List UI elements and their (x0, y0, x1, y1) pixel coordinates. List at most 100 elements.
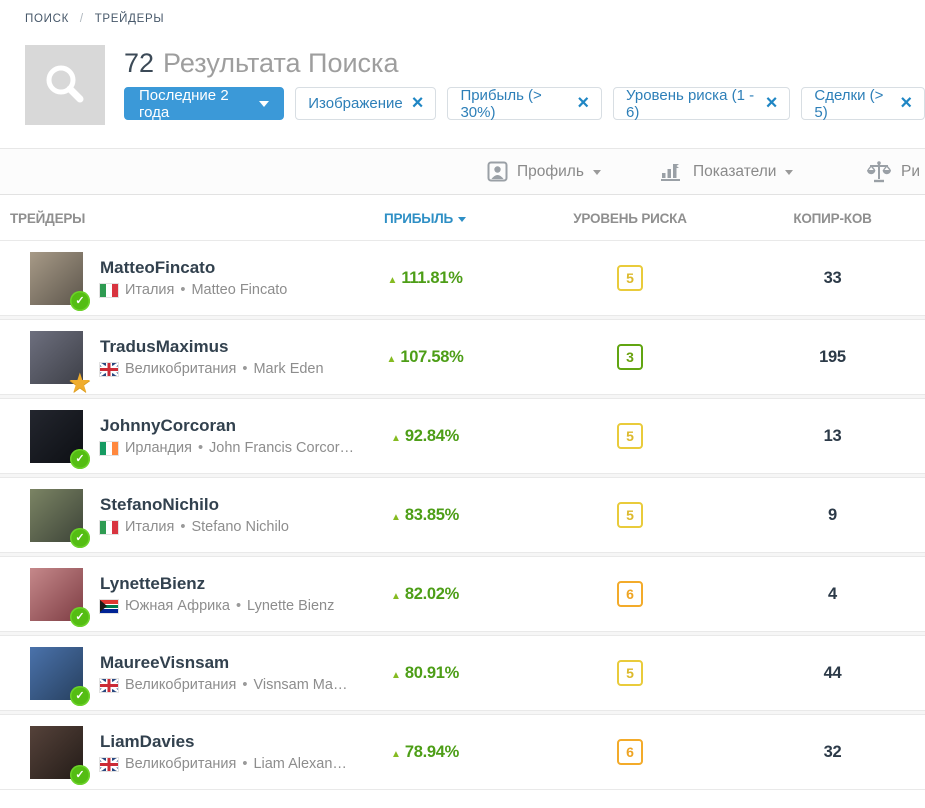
trader-subline: Великобритания • Visnsam Ma… (100, 677, 347, 693)
risk-cell: 5 (520, 502, 740, 528)
trader-avatar[interactable]: ✓ (30, 251, 90, 311)
trader-fullname: Stefano Nichilo (191, 519, 289, 535)
trader-country: Ирландия (125, 440, 192, 456)
risk-cell: 6 (520, 739, 740, 765)
dot-separator: • (180, 282, 186, 298)
trader-username[interactable]: MatteoFincato (100, 258, 216, 277)
chevron-down-icon (592, 170, 601, 175)
filter-chip-trades[interactable]: Сделки (> 5) × (801, 86, 925, 121)
profit-up-icon: ▲ (390, 590, 401, 602)
copiers-count: 13 (823, 426, 842, 445)
risk-cell: 6 (520, 581, 740, 607)
risk-cell: 5 (520, 660, 740, 686)
trader-username[interactable]: LiamDavies (100, 732, 195, 751)
trader-row[interactable]: ✓ StefanoNichilo Италия • Stefano Nichil… (0, 477, 925, 553)
tab-risk[interactable]: Ри (866, 149, 920, 194)
close-icon[interactable]: × (577, 91, 590, 114)
breadcrumb-search[interactable]: ПОИСК (25, 13, 69, 25)
trader-avatar[interactable]: ✓ (30, 646, 90, 706)
profit-up-icon: ▲ (390, 511, 401, 523)
column-header-profit-label: ПРИБЫЛЬ (383, 210, 454, 226)
risk-level-badge: 6 (617, 581, 643, 607)
risk-cell: 3 (520, 344, 740, 370)
filter-chip-risk[interactable]: Уровень риска (1 - 6) × (613, 87, 791, 121)
profit-value: 111.81% (401, 268, 463, 287)
dot-separator: • (180, 519, 186, 535)
trader-cell: ✓ StefanoNichilo Италия • Stefano Nichil… (0, 488, 330, 548)
results-count: 72 (124, 48, 155, 78)
copiers-count: 9 (828, 505, 837, 524)
close-icon[interactable]: × (765, 91, 778, 114)
trader-info: LynetteBienz Южная Африка • Lynette Bien… (100, 574, 334, 614)
search-results-tile (25, 45, 105, 125)
tab-profile[interactable]: Профиль (487, 149, 601, 194)
close-icon[interactable]: × (411, 91, 424, 114)
trader-row[interactable]: ✓ LiamDavies Великобритания • Liam Alexa… (0, 714, 925, 790)
trader-cell: ✓ JohnnyCorcoran Ирландия • John Francis… (0, 409, 354, 469)
trader-username[interactable]: MaureeVisnsam (100, 653, 230, 672)
breadcrumb-traders[interactable]: ТРЕЙДЕРЫ (94, 13, 165, 25)
trader-avatar[interactable]: ✓ (30, 409, 90, 469)
profit-up-icon: ▲ (390, 748, 401, 760)
filter-chip-profit[interactable]: Прибыль (> 30%) × (447, 87, 603, 121)
filter-chip-image[interactable]: Изображение × (295, 87, 437, 120)
breadcrumb-separator: / (79, 13, 84, 25)
profit-up-icon: ▲ (386, 353, 397, 365)
risk-level-badge: 3 (617, 344, 643, 370)
verified-badge-icon: ✓ (70, 764, 90, 785)
trader-avatar[interactable]: ✓ (30, 567, 90, 627)
verified-badge-icon: ✓ (70, 606, 90, 627)
trader-username[interactable]: JohnnyCorcoran (100, 416, 237, 435)
risk-level-badge: 5 (617, 502, 643, 528)
trader-country: Великобритания (125, 756, 237, 772)
trader-avatar[interactable]: ✓ (30, 488, 90, 548)
country-flag-icon (100, 599, 118, 613)
breadcrumb: ПОИСК / ТРЕЙДЕРЫ (25, 13, 164, 25)
tab-stats[interactable]: Показатели (660, 149, 794, 194)
traders-list: ✓ MatteoFincato Италия • Matteo Fincato … (0, 240, 925, 790)
trader-avatar[interactable]: ★ (30, 330, 92, 396)
risk-level-badge: 5 (617, 265, 643, 291)
filter-bar: Последние 2 года Изображение × Прибыль (… (124, 86, 925, 121)
trader-subline: Великобритания • Mark Eden (100, 361, 324, 377)
trader-info: MaureeVisnsam Великобритания • Visnsam M… (100, 653, 347, 693)
column-header-profit[interactable]: ПРИБЫЛЬ (330, 211, 520, 226)
trader-row[interactable]: ✓ LynetteBienz Южная Африка • Lynette Bi… (0, 556, 925, 632)
view-tabbar: Профиль Показатели (0, 148, 925, 195)
trader-country: Южная Африка (125, 598, 230, 614)
country-flag-icon (100, 520, 118, 534)
filter-chip-label: Изображение (308, 95, 403, 112)
country-flag-icon (100, 678, 118, 692)
chevron-down-icon (259, 101, 270, 107)
trader-avatar[interactable]: ✓ (30, 725, 90, 785)
trader-subline: Южная Африка • Lynette Bienz (100, 598, 334, 614)
trader-username[interactable]: StefanoNichilo (100, 495, 220, 514)
profit-up-icon: ▲ (387, 274, 398, 286)
trader-cell: ★ TradusMaximus Великобритания • Mark Ed… (0, 330, 330, 396)
trader-row[interactable]: ✓ JohnnyCorcoran Ирландия • John Francis… (0, 398, 925, 474)
profit-cell: ▲ 92.84% (330, 427, 520, 446)
trader-cell: ✓ MaureeVisnsam Великобритания • Visnsam… (0, 646, 347, 706)
trader-country: Италия (125, 282, 175, 298)
trader-row[interactable]: ✓ MatteoFincato Италия • Matteo Fincato … (0, 240, 925, 316)
trader-username[interactable]: LynetteBienz (100, 574, 206, 593)
trader-row[interactable]: ★ TradusMaximus Великобритания • Mark Ed… (0, 319, 925, 396)
verified-badge-icon: ✓ (70, 527, 90, 548)
profit-cell: ▲ 80.91% (330, 664, 520, 683)
close-icon[interactable]: × (900, 91, 912, 114)
filter-chip-label: Сделки (> 5) (814, 86, 884, 121)
profit-cell: ▲ 83.85% (330, 506, 520, 525)
trader-fullname: Mark Eden (253, 361, 324, 377)
profit-value: 107.58% (400, 347, 464, 366)
trader-username[interactable]: TradusMaximus (100, 337, 229, 356)
verified-badge-icon: ✓ (70, 448, 90, 469)
trader-subline: Италия • Stefano Nichilo (100, 519, 289, 535)
trader-row[interactable]: ✓ MaureeVisnsam Великобритания • Visnsam… (0, 635, 925, 711)
trader-info: TradusMaximus Великобритания • Mark Eden (100, 337, 324, 377)
period-filter-button[interactable]: Последние 2 года (124, 87, 285, 121)
dot-separator: • (242, 756, 248, 772)
risk-level-badge: 6 (617, 739, 643, 765)
verified-badge-icon: ✓ (70, 290, 90, 311)
copiers-count: 4 (828, 584, 837, 603)
